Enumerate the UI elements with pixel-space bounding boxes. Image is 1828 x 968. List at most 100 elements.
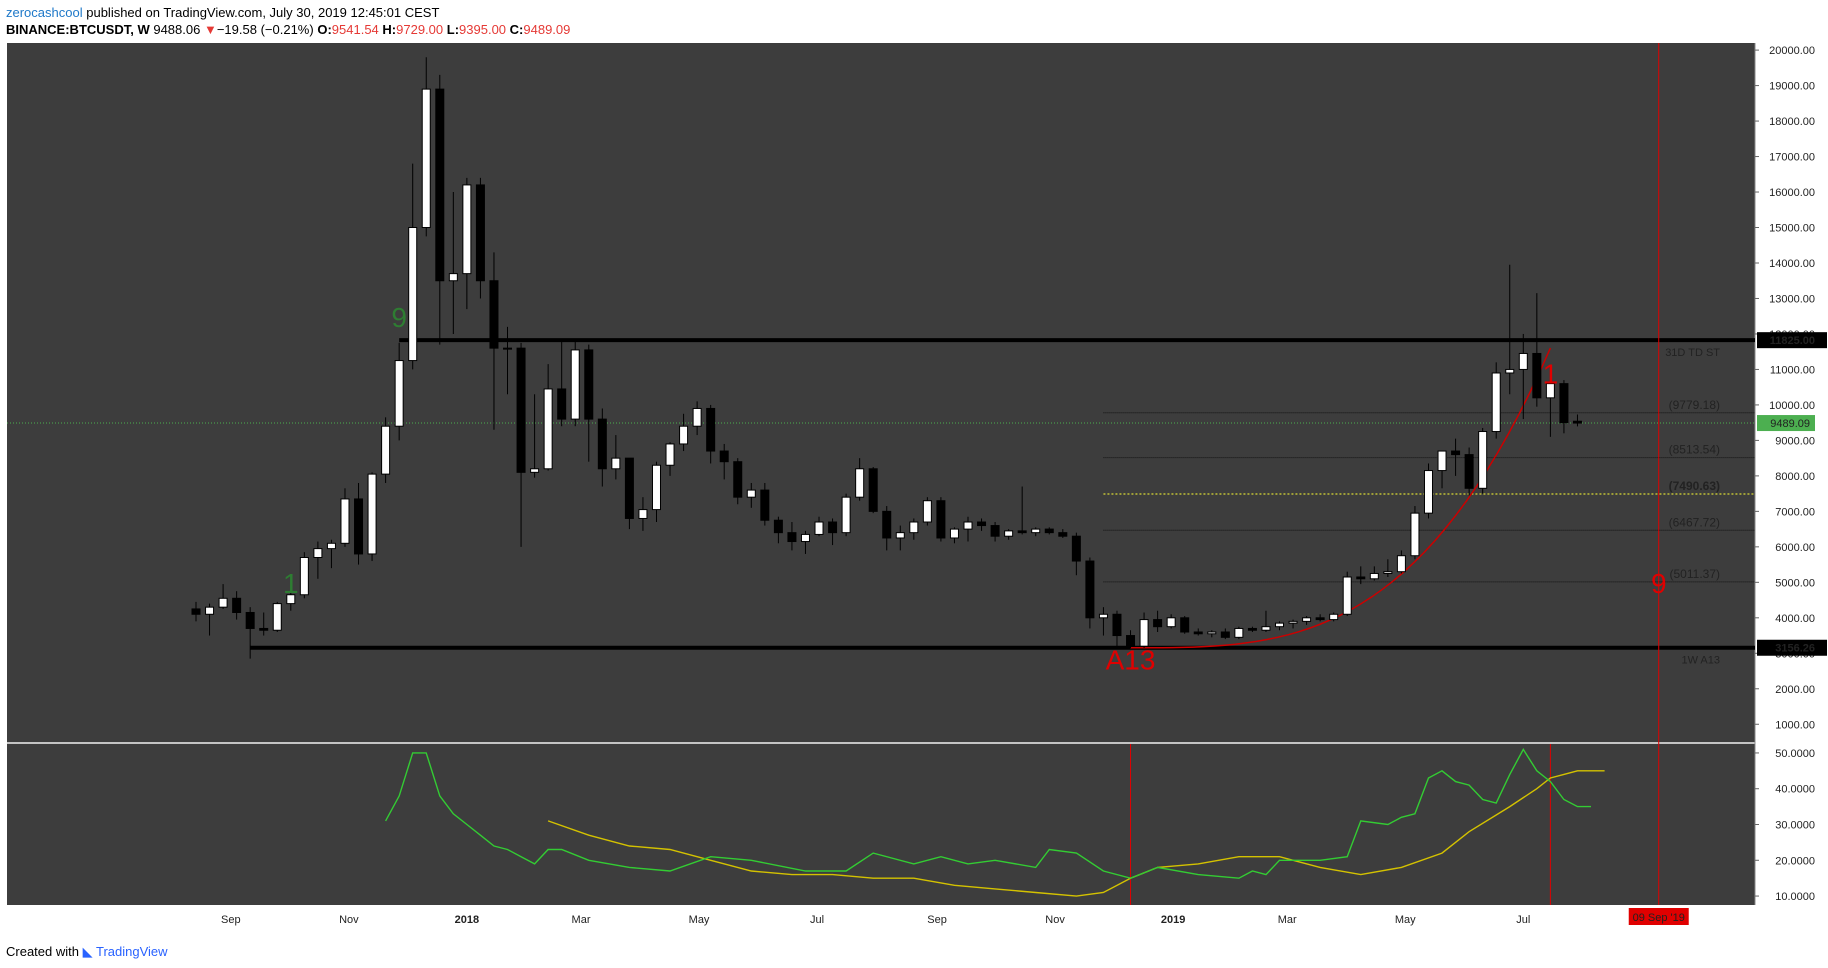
candle-body [1247, 627, 1257, 631]
candle-body [733, 461, 743, 498]
candle-body [909, 521, 919, 534]
candle-body [1139, 619, 1149, 647]
y-tick-label: 16000.00 [1769, 187, 1815, 199]
y-tick-label: 7000.00 [1775, 506, 1815, 518]
low-value: 9395.00 [459, 22, 507, 37]
level-price-label: 3156.26 [1775, 643, 1815, 655]
candle-body [1004, 530, 1014, 537]
candle-body [963, 521, 973, 530]
candle-body [1166, 617, 1176, 628]
candle-body [895, 532, 905, 539]
candle-body [435, 88, 445, 282]
price-axis [1755, 43, 1828, 905]
y-tick-label: 11000.00 [1770, 364, 1815, 376]
y-tick-label: 6000.00 [1775, 542, 1815, 554]
y-tick-label: 2000.00 [1775, 684, 1815, 696]
candle-body [584, 349, 594, 420]
candle-body [1098, 613, 1108, 619]
fib-label: (6467.72) [1669, 515, 1720, 529]
candle-body [990, 525, 1000, 537]
annotation-label: 1 [1543, 359, 1559, 390]
candle-body [286, 594, 296, 605]
indicator-green-line [384, 748, 1591, 879]
candle-body [1437, 450, 1447, 472]
y-tick-label: 9000.00 [1775, 435, 1815, 447]
ticker-legend: BINANCE:BTCUSDT, W 9488.06 ▼−19.58 (−0.2… [6, 21, 570, 38]
candle-body [191, 608, 201, 615]
candle-body [394, 360, 404, 427]
candle-body [977, 521, 987, 527]
current-price-label: 9489.09 [1770, 418, 1810, 430]
candle-body [1220, 631, 1230, 638]
fib-label: (7490.63) [1669, 479, 1720, 493]
candle-body [1464, 454, 1474, 489]
open-value: 9541.54 [331, 22, 379, 37]
candle-body [638, 509, 648, 519]
fib-label: (9779.18) [1669, 398, 1720, 412]
candle-body [530, 468, 540, 473]
candle-body [597, 418, 607, 470]
indicator-tick-label: 10.0000 [1775, 891, 1815, 903]
y-tick-label: 10000.00 [1769, 400, 1815, 412]
candle-body [489, 280, 499, 349]
candle-body [1071, 535, 1081, 562]
candle-body [1302, 617, 1312, 622]
published-text: published on TradingView.com, July 30, 2… [86, 5, 440, 20]
candle-body [1031, 528, 1041, 534]
candle-body [1396, 555, 1406, 573]
author-link[interactable]: zerocashcool [6, 5, 83, 20]
candle-body [787, 532, 797, 543]
x-tick-label: 2018 [455, 914, 479, 926]
candle-body [1423, 470, 1433, 514]
candle-body [1478, 431, 1488, 489]
y-tick-label: 8000.00 [1775, 471, 1815, 483]
candle-body [1329, 613, 1339, 621]
candle-body [1532, 352, 1542, 399]
candle-body [1288, 620, 1298, 624]
candle-body [326, 542, 336, 550]
candle-body [1545, 383, 1555, 399]
candle-body [1356, 576, 1366, 580]
x-tick-label: Jul [810, 914, 824, 926]
candle-body [1261, 626, 1271, 631]
annotation-label: A13 [1106, 644, 1156, 675]
close-label: C: [509, 22, 524, 37]
candle-body [1017, 530, 1027, 534]
y-tick-label: 19000.00 [1769, 81, 1815, 93]
publish-info: zerocashcool published on TradingView.co… [6, 4, 439, 21]
candle-body [245, 611, 255, 629]
y-tick-label: 14000.00 [1769, 258, 1815, 270]
level-label: 1W A13 [1681, 655, 1720, 667]
candle-body [1112, 613, 1122, 637]
candle-body [232, 597, 242, 613]
candle-body [475, 184, 485, 282]
candle-body [1505, 368, 1515, 374]
main-pane [7, 43, 1755, 742]
candle-body [299, 556, 309, 596]
candle-body [1207, 631, 1217, 635]
x-tick-label: May [689, 914, 710, 926]
candle-body [855, 468, 865, 498]
candle-body [557, 388, 567, 420]
candle-body [692, 407, 702, 427]
level-price-tag [1757, 332, 1827, 349]
annotation-label: 1 [283, 568, 299, 599]
candle-body [665, 443, 675, 466]
low-label: L: [446, 22, 460, 37]
x-tick-label: Nov [339, 914, 359, 926]
down-arrow-icon: ▼ [203, 22, 217, 37]
candle-body [651, 464, 661, 511]
candle-body [936, 500, 946, 539]
annotation-label: 9 [391, 302, 407, 333]
candle-body [205, 606, 215, 615]
candle-body [1085, 560, 1095, 619]
close-value: 9489.09 [523, 22, 571, 37]
candle-body [408, 227, 418, 362]
x-tick-label: Mar [1278, 914, 1297, 926]
candle-body [1491, 372, 1501, 433]
candle-body [1559, 383, 1569, 424]
tradingview-brand[interactable]: TradingView [96, 944, 168, 959]
candle-body [570, 349, 580, 420]
candle-body [1126, 635, 1136, 647]
